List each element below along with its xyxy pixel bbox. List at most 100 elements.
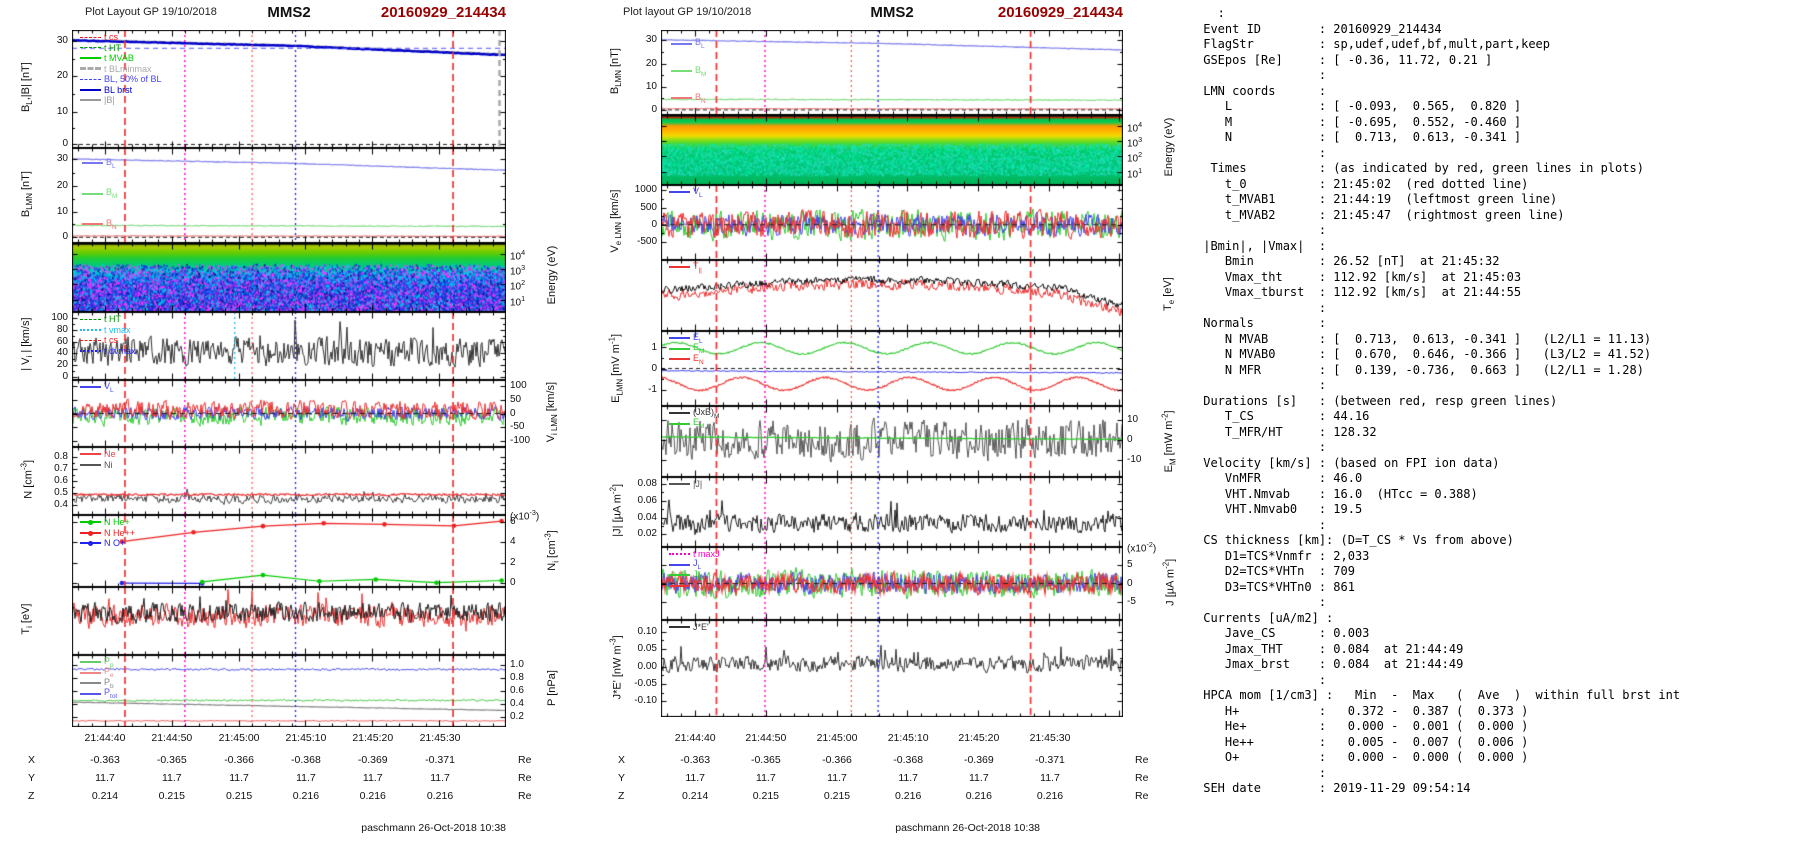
left-figure-vi-mag-panel-ytick: 60 xyxy=(56,335,68,347)
middle-figure-jmag-panel-legend: |J| xyxy=(669,479,702,490)
middle-figure-b-lmn-panel-ylabel: BLMN [nT] xyxy=(608,47,624,94)
middle-figure-jdote-panel-ytick: 0.10 xyxy=(637,625,657,637)
legend-label: EM xyxy=(693,417,705,431)
middle-figure-ephemeris-value: -0.368 xyxy=(893,754,924,766)
middle-figure-ephemeris-value: 11.7 xyxy=(969,772,989,784)
legend-line-sample xyxy=(671,97,692,100)
legend-line-sample xyxy=(80,682,101,685)
middle-figure-ephemeris-value: -0.371 xyxy=(1035,754,1065,766)
legend-line-sample xyxy=(80,453,101,456)
middle-figure-jmag-panel-ylabel: |J| [µA m-2] xyxy=(608,483,624,537)
left-figure-density-panel-legend: Ne Ni xyxy=(80,449,116,470)
left-figure-vi-mag-panel-ytick: 0 xyxy=(62,371,68,383)
left-figure-pressure-panel xyxy=(72,655,506,727)
left-figure-b-lmn-panel-ytick: 10 xyxy=(56,205,68,217)
left-figure-ephemeris-value: -0.363 xyxy=(90,754,120,766)
middle-figure-ephemeris-value: 0.215 xyxy=(823,790,851,802)
middle-figure-jmag-panel-ytick: 0.04 xyxy=(637,511,657,523)
legend-line-sample xyxy=(80,78,101,80)
left-figure-ion-spectrogram-panel-right-tick: 101 xyxy=(510,293,526,308)
legend-label: J*E' xyxy=(693,622,709,633)
legend-line-sample xyxy=(669,337,690,340)
left-figure-density-panel-ytick: 0.6 xyxy=(54,475,68,486)
legend-item: EL xyxy=(669,331,704,345)
middle-figure-b-lmn-panel-ytick: 0 xyxy=(651,103,657,115)
left-figure-ephemeris-value: 11.7 xyxy=(362,772,383,784)
middle-figure-ephemeris-value: 0.214 xyxy=(682,790,709,802)
legend-item: BL, 50% of BL xyxy=(80,74,162,85)
left-figure-vi-mag-panel-ytick: 20 xyxy=(56,359,68,371)
legend-marker-dot xyxy=(88,541,93,547)
legend-line-sample xyxy=(669,422,690,425)
left-figure-ephemeris-value: 0.215 xyxy=(158,790,185,802)
legend-line-sample xyxy=(669,358,690,361)
left-figure-ephemeris-value: 11.7 xyxy=(229,772,249,784)
middle-figure-ephemeris-row-label: Y xyxy=(618,772,626,784)
left-figure-vi-lmn-panel-right-tick: 100 xyxy=(510,380,527,392)
left-figure-ephemeris-row-label: X xyxy=(28,754,36,766)
left-figure-density-panel-ytick: 0.7 xyxy=(54,462,68,474)
legend-label: EL xyxy=(693,331,703,345)
left-figure-density-panel-ytick: 0.4 xyxy=(54,499,68,511)
legend-label: Ne xyxy=(104,449,116,460)
left-figure-minor-ion-density-panel-right-tick: 4 xyxy=(510,536,516,548)
middle-figure-te-panel-right-label: Te [eV] xyxy=(1161,276,1177,311)
legend-line-sample xyxy=(80,57,101,60)
middle-figure-ephemeris-value: 0.216 xyxy=(1036,790,1064,802)
legend-item: t HT xyxy=(80,314,136,325)
legend-line-sample xyxy=(669,563,690,566)
legend-line-sample xyxy=(80,463,101,466)
left-figure-ti-panel-ylabel: Ti [eV] xyxy=(19,603,35,635)
legend-label: BM xyxy=(106,187,118,201)
legend-label: VL xyxy=(693,185,703,199)
legend-item: N O+ xyxy=(80,538,135,549)
left-figure-pressure-panel-right-tick: 1.0 xyxy=(510,659,524,671)
left-figure-vi-mag-panel-ytick: 100 xyxy=(51,311,68,323)
legend-label: BL xyxy=(106,157,116,170)
middle-figure-ve-lmn-panel xyxy=(661,185,1123,260)
left-figure-vi-lmn-panel xyxy=(72,380,506,447)
left-figure-bl-babs-panel-ylabel: BL,|B| [nT] xyxy=(19,62,35,113)
left-figure-vi-lmn-panel-legend: VL xyxy=(80,381,114,394)
legend-label: t HT xyxy=(104,42,121,53)
left-figure-ephemeris-row-label: Y xyxy=(28,772,36,784)
left-figure-vi-lmn-panel-right-tick: -100 xyxy=(510,434,531,446)
legend-label: BM xyxy=(695,64,707,78)
middle-figure-time-tick: 21:45:10 xyxy=(887,732,929,744)
legend-label: BL brst xyxy=(104,84,133,95)
legend-line-sample xyxy=(669,574,690,577)
middle-figure-ephemeris-value: 11.7 xyxy=(1040,772,1060,784)
left-figure-b-lmn-panel-legend-item: BL xyxy=(82,157,116,170)
middle-figure-ephemeris-value: -0.369 xyxy=(963,754,994,766)
legend-item: t HT xyxy=(80,43,162,54)
legend-label: JN xyxy=(693,579,703,593)
left-figure-bl-babs-panel xyxy=(72,30,506,148)
middle-figure-b-lmn-panel-legend-item: BN xyxy=(671,92,706,105)
left-figure-ephemeris-unit: Re xyxy=(518,754,532,766)
legend-item: Pb xyxy=(80,677,117,690)
legend-item: t dvmax xyxy=(80,346,136,357)
left-figure-ephemeris-value: 11.7 xyxy=(430,772,450,784)
legend-item: J*E' xyxy=(669,622,709,633)
left-figure-ephemeris-row-label: Z xyxy=(28,790,35,802)
middle-figure-e-lmn-panel-ylabel: ELMN [mV m-1] xyxy=(607,333,625,403)
left-figure-time-tick: 21:45:30 xyxy=(419,732,461,744)
legend-line-sample xyxy=(82,223,103,226)
legend-label: BL xyxy=(695,37,705,51)
left-figure-ti-panel xyxy=(72,587,506,655)
middle-figure-ephemeris-value: 11.7 xyxy=(685,772,706,784)
left-figure-ion-spectrogram-panel xyxy=(72,243,506,312)
legend-line-sample xyxy=(671,70,692,73)
left-figure-minor-ion-density-panel-right-label: Ni [cm-3] xyxy=(543,530,561,571)
middle-figure-j-lmn-panel-right-tick: 5 xyxy=(1127,558,1133,570)
left-figure-bl-babs-panel-ytick: 30 xyxy=(56,34,68,46)
legend-item: VL xyxy=(669,185,703,199)
middle-figure-j-lmn-panel-scale-note: (x10-2) xyxy=(1127,540,1157,555)
left-figure-minor-ion-density-panel-right-tick: 2 xyxy=(510,556,516,568)
legend-line-sample xyxy=(669,553,690,556)
legend-label: JM xyxy=(693,568,703,582)
legend-line-sample xyxy=(669,626,690,629)
middle-figure-electron-spectrogram-panel-right-tick: 104 xyxy=(1127,119,1143,134)
left-figure-vi-lmn-panel-right-tick: 50 xyxy=(510,393,522,405)
